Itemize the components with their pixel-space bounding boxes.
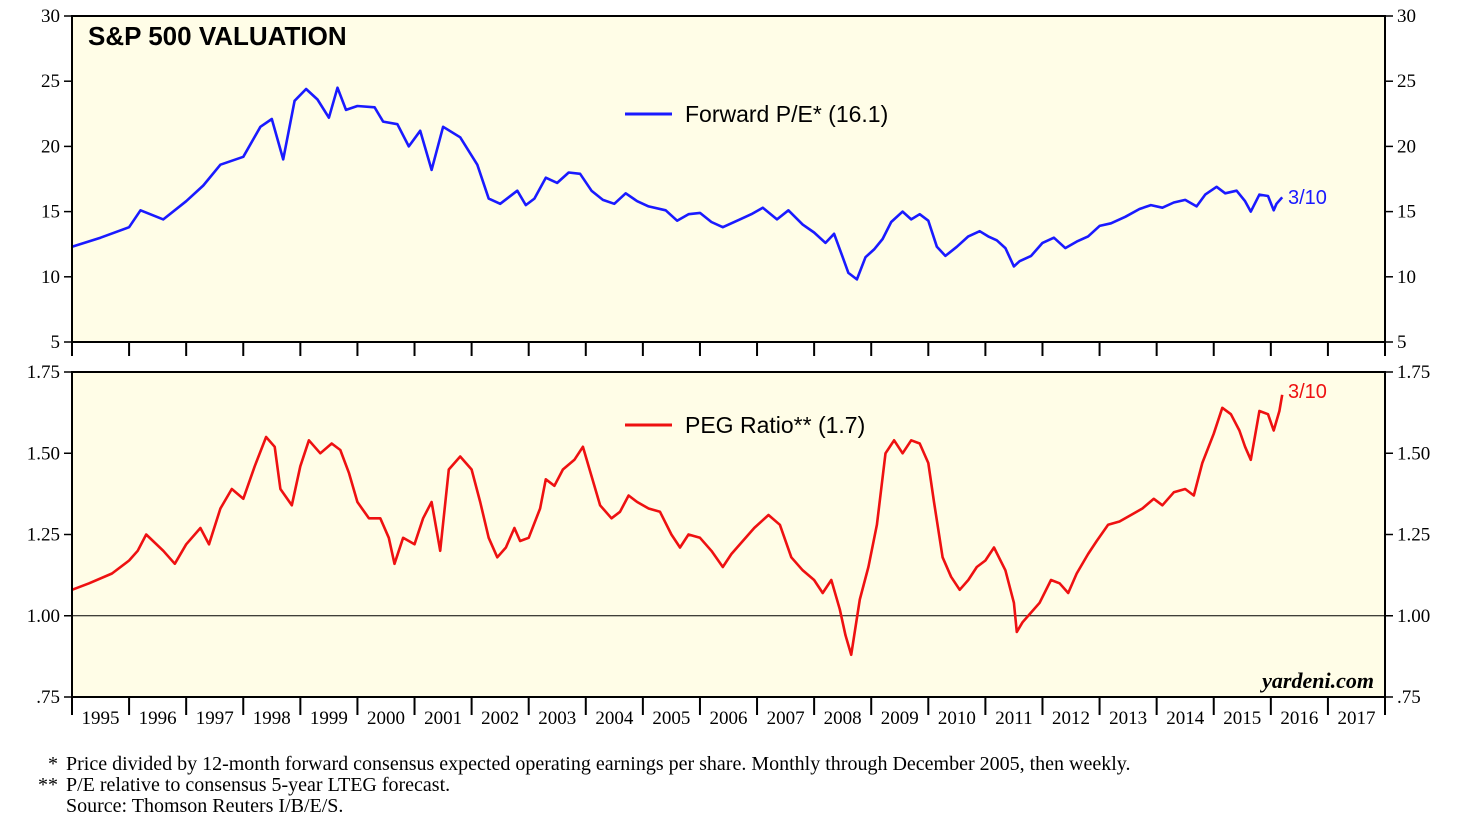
y-tick-label-left: 25 <box>41 71 60 92</box>
y-tick-label-right: 25 <box>1397 71 1416 92</box>
y-tick-label-right: 20 <box>1397 136 1416 157</box>
last-date-label: 3/10 <box>1288 187 1327 209</box>
x-tick-label: 2002 <box>481 708 519 729</box>
footnote-text: Source: Thomson Reuters I/B/E/S. <box>66 795 344 817</box>
source-label: yardeni.com <box>1259 668 1374 693</box>
plot-background <box>72 16 1385 342</box>
y-tick-label-right: 1.50 <box>1397 443 1430 464</box>
y-tick-label-right: 1.00 <box>1397 606 1430 627</box>
peg-ratio-panel: 1.75 1.75 1.50 1.50 1.25 1.25 1.00 1.00 .75 .75 3/… <box>27 362 1431 708</box>
footnote-source: Source: Thomson Reuters I/B/E/S. <box>0 796 1465 817</box>
footnote-mark: ** <box>38 774 58 796</box>
y-tick-label-left: 1.50 <box>27 443 60 464</box>
x-tick-label: 2013 <box>1109 708 1147 729</box>
footnote-mark: * <box>48 753 58 775</box>
x-tick-label: 2009 <box>881 708 919 729</box>
x-tick-label: 2017 <box>1337 708 1375 729</box>
x-tick-label: 1998 <box>253 708 291 729</box>
x-axis: 1995 1996 1997 1998 1999 2000 2001 2002 2003 2004… <box>71 342 1386 729</box>
y-tick-label-left: 5 <box>51 332 61 353</box>
x-tick-label: 2010 <box>938 708 976 729</box>
y-tick-label-right: 1.25 <box>1397 525 1430 546</box>
x-tick-label: 2015 <box>1223 708 1261 729</box>
x-tick-label: 1997 <box>196 708 234 729</box>
y-tick-label-left: .75 <box>36 687 60 708</box>
y-tick-label-left: 1.25 <box>27 525 60 546</box>
plot-frame <box>71 15 1386 343</box>
footnote-1: * Price divided by 12-month forward cons… <box>0 754 1465 775</box>
x-tick-label: 2016 <box>1280 708 1318 729</box>
x-tick-label: 2000 <box>367 708 405 729</box>
x-tick-label: 2007 <box>767 708 805 729</box>
y-tick-label-right: 10 <box>1397 267 1416 288</box>
y-tick-label-right: 5 <box>1397 332 1407 353</box>
series-line <box>71 394 1284 657</box>
footnote-text: P/E relative to consensus 5-year LTEG fo… <box>66 774 451 796</box>
footnotes: * Price divided by 12-month forward cons… <box>0 754 1465 817</box>
series-line <box>71 86 1284 281</box>
chart-title: S&P 500 VALUATION <box>88 21 347 51</box>
x-tick-label: 2006 <box>710 708 748 729</box>
legend-label: Forward P/E* (16.1) <box>685 101 888 127</box>
y-tick-label-right: .75 <box>1397 687 1421 708</box>
plot-frame <box>71 371 1386 698</box>
y-tick-label-left: 30 <box>41 6 60 27</box>
footnote-2: ** P/E relative to consensus 5-year LTEG… <box>0 775 1465 796</box>
y-tick-label-right: 15 <box>1397 202 1416 223</box>
footnote-mark <box>0 796 66 817</box>
y-tick-label-left: 1.75 <box>27 362 60 383</box>
x-tick-label: 2004 <box>595 708 634 729</box>
x-tick-label: 2011 <box>995 708 1032 729</box>
y-tick-label-left: 1.00 <box>27 606 60 627</box>
x-tick-label: 2012 <box>1052 708 1090 729</box>
legend-label: PEG Ratio** (1.7) <box>685 412 865 438</box>
y-tick-label-left: 15 <box>41 202 60 223</box>
y-tick-label-left: 20 <box>41 136 60 157</box>
x-tick-label: 2003 <box>538 708 576 729</box>
forward-pe-panel: 30 30 25 25 20 20 15 15 10 10 5 5 3/10 Forward P/E* (… <box>41 6 1416 353</box>
y-tick-label-left: 10 <box>41 267 60 288</box>
footnote-text: Price divided by 12-month forward consen… <box>66 753 1131 775</box>
last-date-label: 3/10 <box>1288 381 1327 403</box>
y-tick-label-right: 1.75 <box>1397 362 1430 383</box>
x-tick-label: 1996 <box>139 708 177 729</box>
y-tick-label-right: 30 <box>1397 6 1416 27</box>
plot-background <box>72 372 1385 697</box>
x-tick-label: 1999 <box>310 708 348 729</box>
x-tick-label: 2008 <box>824 708 862 729</box>
x-tick-label: 2005 <box>652 708 690 729</box>
x-tick-label: 2001 <box>424 708 462 729</box>
x-tick-label: 2014 <box>1166 708 1205 729</box>
x-tick-label: 1995 <box>82 708 120 729</box>
